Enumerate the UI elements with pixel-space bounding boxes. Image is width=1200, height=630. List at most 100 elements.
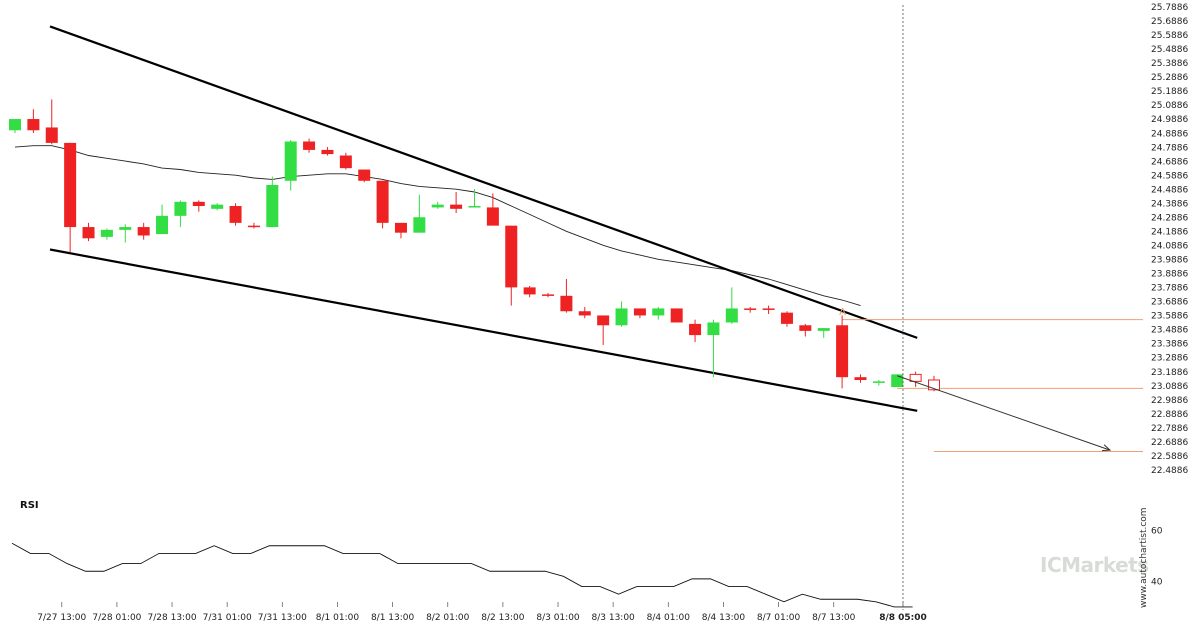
- price-axis: 25.7886 25.6886 25.5886 25.4886 25.3886 25.28…: [1151, 3, 1188, 476]
- candle-body: [854, 377, 867, 380]
- time-axis: 7/27 13:00 7/28 01:00 7/28 13:00 7/31 01:00…: [37, 602, 927, 623]
- candle: [560, 278, 573, 313]
- moving-average-line: [14, 145, 861, 307]
- candle: [119, 224, 132, 243]
- candle: [64, 142, 77, 253]
- candle-body: [505, 225, 518, 288]
- candle: [174, 200, 187, 228]
- candle: [486, 193, 499, 226]
- y-tick-label: 25.3886: [1151, 59, 1188, 69]
- candle-body: [872, 381, 885, 383]
- y-tick-label: 24.3886: [1151, 199, 1188, 209]
- candle-body: [762, 308, 775, 310]
- candle-body: [486, 207, 499, 226]
- candle: [431, 201, 444, 209]
- watermarks: RSI ICMarkets www.autochartist.com: [20, 500, 1149, 608]
- candle: [652, 307, 665, 320]
- candle-body: [376, 180, 389, 223]
- y-tick-label: 24.1886: [1151, 227, 1188, 237]
- candle-body: [100, 229, 113, 237]
- y-tick-label: 24.4886: [1151, 185, 1188, 195]
- trendlines: [49, 25, 918, 412]
- forecast-arrowhead: [1101, 444, 1112, 452]
- y-tick-label: 22.7886: [1151, 424, 1188, 434]
- candle: [9, 119, 21, 134]
- x-tick-label: 7/31 13:00: [258, 613, 307, 623]
- y-tick-label: 24.7886: [1151, 143, 1188, 153]
- candle-body: [468, 206, 481, 208]
- candle: [505, 225, 518, 306]
- rsi-y-tick-label: 40: [1151, 577, 1163, 587]
- x-tick-label: 7/28 01:00: [92, 613, 141, 623]
- x-tick-label: 8/7 13:00: [812, 613, 856, 623]
- forecast-line: [897, 375, 1111, 451]
- y-tick-label: 25.6886: [1151, 17, 1188, 27]
- candle: [909, 371, 922, 388]
- candle: [27, 109, 40, 134]
- candles: [9, 99, 940, 392]
- candle-body: [523, 287, 536, 295]
- candle: [762, 305, 775, 315]
- rsi-y-tick-label: 60: [1151, 526, 1163, 536]
- y-tick-label: 23.1886: [1151, 368, 1188, 378]
- candle: [211, 203, 224, 211]
- y-tick-label: 25.0886: [1151, 101, 1188, 111]
- y-tick-label: 23.7886: [1151, 284, 1188, 294]
- trendline-lower: [49, 248, 918, 412]
- y-tick-label: 25.7886: [1151, 3, 1188, 13]
- candle-body: [652, 308, 665, 316]
- x-tick-label: 8/4 01:00: [647, 613, 691, 623]
- candle-body: [119, 227, 132, 230]
- candle-body-projected: [909, 373, 922, 382]
- candle: [854, 374, 867, 383]
- x-tick-label: 8/4 13:00: [702, 613, 746, 623]
- candle: [670, 308, 683, 323]
- candle: [725, 287, 738, 324]
- candle: [836, 315, 849, 389]
- y-tick-label: 23.5886: [1151, 312, 1188, 322]
- x-tick-label: 8/1 13:00: [371, 613, 415, 623]
- candle-body: [211, 204, 224, 209]
- levels: A: [839, 307, 1143, 453]
- candle: [284, 140, 297, 191]
- candle-body: [615, 308, 628, 326]
- y-tick-label: 24.6886: [1151, 157, 1188, 167]
- candle-body: [725, 308, 738, 323]
- x-tick-label: 8/3 01:00: [536, 613, 580, 623]
- candle: [45, 99, 58, 145]
- y-tick-label: 23.8886: [1151, 270, 1188, 280]
- candle-body: [744, 308, 757, 310]
- y-tick-label: 23.3886: [1151, 340, 1188, 350]
- y-tick-label: 24.8886: [1151, 129, 1188, 139]
- candle-body: [229, 206, 242, 223]
- candle: [542, 293, 555, 298]
- y-tick-label: 24.9886: [1151, 115, 1188, 125]
- candle: [523, 285, 536, 298]
- x-tick-label: 8/7 01:00: [757, 613, 801, 623]
- y-tick-label: 22.8886: [1151, 410, 1188, 420]
- y-tick-label: 23.9886: [1151, 256, 1188, 266]
- candle-body: [339, 155, 352, 169]
- rsi-label: RSI: [20, 500, 39, 511]
- candle-body: [394, 222, 407, 233]
- candle: [707, 319, 720, 378]
- candle-body: [192, 201, 205, 207]
- y-tick-label: 25.1886: [1151, 87, 1188, 97]
- candle: [633, 308, 646, 319]
- x-tick-label: 8/8 05:00: [879, 613, 927, 623]
- candle-body: [431, 204, 444, 208]
- brand-watermark: ICMarkets: [1040, 553, 1149, 577]
- candle: [100, 228, 113, 240]
- candle-body: [670, 308, 683, 323]
- x-tick-label: 7/27 13:00: [37, 613, 86, 623]
- x-tick-label: 7/31 01:00: [203, 613, 252, 623]
- x-tick-label: 8/2 01:00: [426, 613, 470, 623]
- y-tick-label: 24.2886: [1151, 213, 1188, 223]
- candle: [872, 379, 885, 386]
- pattern-marker: A: [839, 307, 846, 318]
- candle: [468, 189, 481, 208]
- candle-body: [45, 127, 58, 143]
- candle-body: [9, 119, 21, 131]
- candle-body: [284, 141, 297, 181]
- y-tick-label: 22.9886: [1151, 396, 1188, 406]
